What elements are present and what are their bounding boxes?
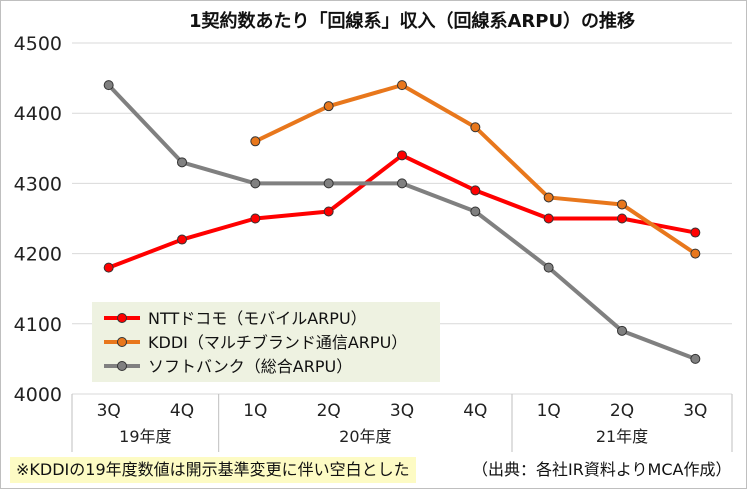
data-point: [543, 262, 554, 273]
source-credit: （出典：各社IR資料よりMCA作成）: [472, 460, 732, 479]
legend-label: ソフトバンク（総合ARPU）: [148, 357, 352, 376]
data-point: [103, 80, 114, 91]
year-group-label: 20年度: [339, 427, 391, 446]
data-point: [617, 213, 627, 224]
year-group-label: 19年度: [119, 427, 171, 446]
data-point: [470, 206, 481, 217]
legend-swatch-marker: [117, 361, 127, 371]
data-point: [103, 262, 114, 273]
data-point: [690, 227, 701, 238]
y-tick-label: 4400: [14, 103, 62, 125]
line-chart: 1契約数あたり「回線系」収入（回線系ARPU）の推移 4000 4100 4200 43…: [14, 10, 733, 452]
data-point: [397, 150, 407, 161]
legend-box: [92, 302, 440, 382]
data-point: [397, 178, 407, 189]
data-point: [250, 178, 261, 189]
x-tick-label: 1Q: [537, 401, 561, 421]
data-point: [543, 192, 554, 203]
series-line: [107, 153, 696, 270]
data-point: [177, 234, 187, 245]
x-tick-label: 1Q: [243, 401, 267, 421]
data-point: [250, 213, 261, 224]
data-point: [323, 178, 334, 189]
series-line: [254, 83, 697, 256]
footnote: ※KDDIの19年度数値は開示基準変更に伴い空白とした: [10, 457, 416, 483]
data-point: [323, 101, 334, 112]
y-tick-label: 4300: [14, 173, 62, 195]
data-point: [470, 122, 481, 133]
y-tick-label: 4500: [14, 33, 62, 55]
y-tick-label: 4200: [14, 244, 62, 266]
y-tick-label: 4000: [14, 384, 62, 406]
x-tick-label: 2Q: [610, 401, 634, 421]
chart-title: 1契約数あたり「回線系」収入（回線系ARPU）の推移: [189, 10, 635, 32]
y-tick-label: 4100: [14, 314, 62, 336]
x-tick-label: 2Q: [317, 401, 341, 421]
data-point: [690, 353, 701, 364]
data-point: [617, 325, 627, 336]
legend-swatch-marker: [117, 337, 127, 347]
x-tick-label: 3Q: [97, 401, 121, 421]
x-tick-label: 4Q: [463, 401, 487, 421]
legend-label: NTTドコモ（モバイルARPU）: [148, 309, 367, 328]
data-point: [250, 136, 261, 147]
x-tick-label: 3Q: [390, 401, 414, 421]
data-point: [617, 199, 627, 210]
data-point: [543, 213, 554, 224]
data-point: [177, 157, 187, 168]
data-point: [323, 206, 334, 217]
year-group-label: 21年度: [596, 427, 648, 446]
data-point: [690, 248, 701, 259]
legend-swatch-marker: [117, 313, 127, 323]
data-point: [397, 80, 407, 91]
x-tick-label: 4Q: [170, 401, 194, 421]
data-point: [470, 185, 481, 196]
legend-label: KDDI（マルチブランド通信ARPU）: [148, 333, 407, 352]
x-tick-label: 3Q: [683, 401, 707, 421]
